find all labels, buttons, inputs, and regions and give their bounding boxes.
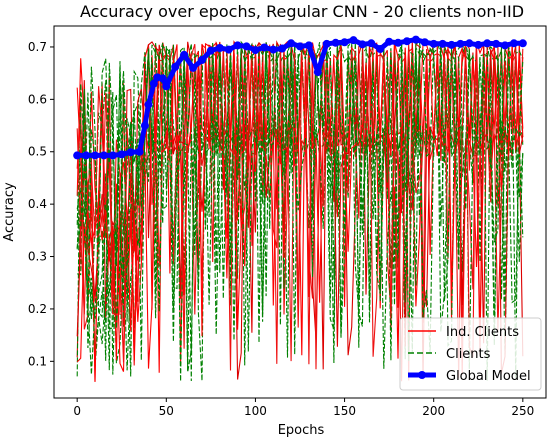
chart-title: Accuracy over epochs, Regular CNN - 20 c… bbox=[80, 2, 524, 21]
global-model-point bbox=[206, 46, 215, 55]
x-axis-label: Epochs bbox=[278, 423, 325, 438]
global-model-point bbox=[420, 38, 429, 47]
global-model-point bbox=[117, 150, 126, 159]
global-model-point bbox=[465, 39, 474, 48]
x-tick-label: 50 bbox=[159, 404, 174, 418]
global-model-point bbox=[171, 62, 180, 71]
y-tick-label: 0.5 bbox=[28, 145, 47, 159]
global-model-point bbox=[82, 151, 91, 160]
global-model-point bbox=[402, 37, 411, 46]
y-tick-label: 0.2 bbox=[28, 302, 47, 316]
global-model-point bbox=[376, 45, 385, 54]
y-tick-label: 0.6 bbox=[28, 92, 47, 106]
global-model-point bbox=[251, 46, 260, 55]
global-model-point bbox=[447, 40, 456, 49]
global-model-point bbox=[358, 40, 367, 49]
global-model-line bbox=[73, 35, 527, 160]
clients-line bbox=[76, 41, 524, 375]
global-model-point bbox=[411, 35, 420, 44]
global-model-point bbox=[322, 39, 331, 48]
global-model-point bbox=[456, 39, 465, 48]
global-model-point bbox=[158, 74, 167, 83]
global-model-point bbox=[287, 39, 296, 48]
plot-frame bbox=[53, 25, 547, 399]
global-model-point bbox=[144, 100, 153, 109]
global-model-point bbox=[242, 42, 251, 51]
legend-box bbox=[399, 317, 542, 391]
global-model-point bbox=[474, 40, 483, 49]
global-model-point bbox=[331, 38, 340, 47]
global-model-point bbox=[492, 39, 501, 48]
x-tick-label: 200 bbox=[422, 404, 445, 418]
global-model-point bbox=[269, 45, 278, 54]
y-tick-label: 0.1 bbox=[28, 354, 47, 368]
global-model-point bbox=[149, 79, 158, 88]
global-model-point bbox=[99, 151, 108, 160]
legend: Ind. Clients Clients Global Model bbox=[399, 317, 542, 391]
global-model-point bbox=[394, 38, 403, 47]
global-model-point bbox=[108, 151, 117, 160]
global-model-point bbox=[518, 39, 527, 48]
global-model-point bbox=[429, 39, 438, 48]
y-tick-label: 0.3 bbox=[28, 250, 47, 264]
x-tick-label: 100 bbox=[244, 404, 267, 418]
client-lines bbox=[76, 40, 524, 382]
global-model-point bbox=[278, 44, 287, 53]
global-model-point bbox=[215, 44, 224, 53]
ind-clients-line bbox=[76, 42, 524, 369]
global-model-point bbox=[483, 39, 492, 48]
global-model-point bbox=[296, 42, 304, 51]
x-tick-label: 250 bbox=[511, 404, 534, 418]
global-model-point bbox=[367, 39, 376, 48]
x-tick-label: 0 bbox=[73, 404, 81, 418]
global-model-point bbox=[135, 147, 144, 156]
y-axis: 0.1 0.2 0.3 0.4 0.5 0.6 0.7 bbox=[28, 40, 54, 368]
global-model-point bbox=[91, 151, 99, 160]
global-model-point bbox=[224, 45, 233, 54]
global-model-point bbox=[501, 41, 509, 50]
global-model-point bbox=[197, 56, 206, 65]
global-model-point bbox=[304, 41, 313, 50]
global-model-point bbox=[162, 82, 171, 91]
global-model-point bbox=[233, 41, 242, 50]
x-axis: 0 50 100 150 200 250 bbox=[73, 398, 534, 418]
legend-label-ind-clients: Ind. Clients bbox=[446, 325, 519, 340]
y-axis-label: Accuracy bbox=[2, 182, 17, 242]
global-model-point bbox=[260, 43, 269, 52]
global-model-point bbox=[140, 121, 149, 130]
legend-label-global-model: Global Model bbox=[446, 369, 531, 384]
global-model-point bbox=[126, 148, 135, 157]
y-tick-label: 0.7 bbox=[28, 40, 47, 54]
global-model-point bbox=[73, 151, 82, 160]
global-model-point bbox=[340, 38, 349, 47]
global-model-point bbox=[509, 39, 518, 48]
global-model-point bbox=[349, 36, 358, 45]
global-model-point bbox=[385, 37, 394, 46]
x-tick-label: 150 bbox=[333, 404, 356, 418]
legend-label-clients: Clients bbox=[446, 347, 491, 362]
global-model-point bbox=[180, 50, 189, 59]
y-tick-label: 0.4 bbox=[28, 197, 47, 211]
global-model-point bbox=[189, 63, 198, 72]
global-model-point bbox=[438, 39, 447, 48]
global-model-point bbox=[313, 68, 322, 77]
legend-marker-global-model bbox=[418, 371, 426, 379]
